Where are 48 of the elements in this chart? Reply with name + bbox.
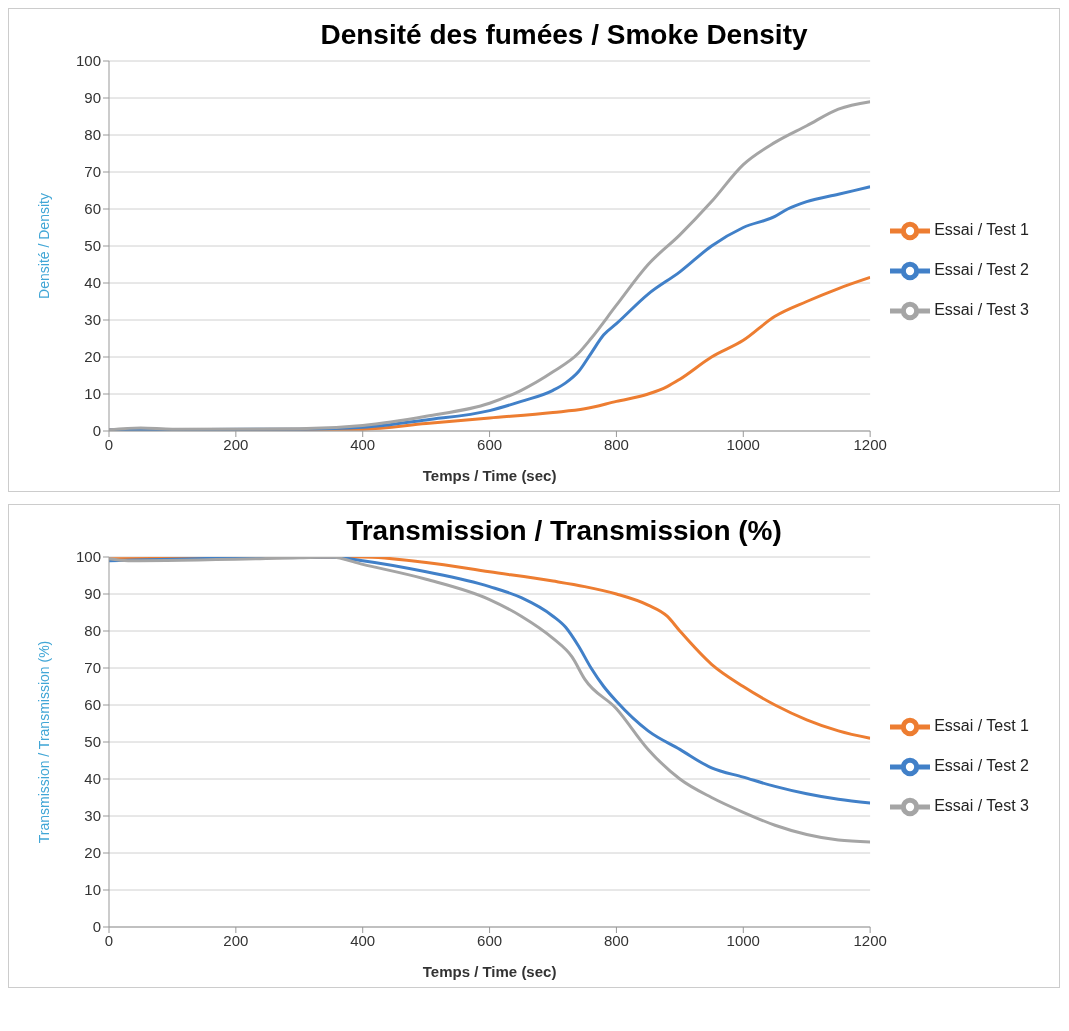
x-axis-title: Temps / Time (sec) <box>422 467 557 484</box>
x-tick-label: 200 <box>223 931 249 949</box>
y-tick-label: 70 <box>84 659 101 677</box>
y-tick-label: 80 <box>84 622 101 640</box>
chart-title: Transmission / Transmission (%) <box>345 514 783 547</box>
x-tick-label: 1000 <box>726 435 760 453</box>
y-tick-label: 0 <box>92 918 101 936</box>
x-tick-label: 200 <box>223 435 249 453</box>
y-tick-label: 10 <box>84 881 101 899</box>
y-tick-label: 20 <box>84 348 101 366</box>
x-tick-label: 600 <box>477 931 503 949</box>
y-tick-label: 50 <box>84 237 101 255</box>
x-tick-label: 800 <box>603 931 629 949</box>
x-tick-label: 1200 <box>853 435 887 453</box>
y-tick-label: 70 <box>84 163 101 181</box>
legend-label: Essai / Test 1 <box>934 717 1029 735</box>
y-tick-label: 10 <box>84 385 101 403</box>
chart-title: Densité des fumées / Smoke Density <box>319 18 809 51</box>
x-tick-label: 0 <box>104 435 114 453</box>
y-tick-label: 100 <box>75 52 101 70</box>
legend-label: Essai / Test 3 <box>934 301 1029 319</box>
y-tick-label: 60 <box>84 200 101 218</box>
y-tick-label: 40 <box>84 274 101 292</box>
x-tick-label: 400 <box>350 931 376 949</box>
legend-label: Essai / Test 2 <box>934 757 1029 775</box>
y-tick-label: 90 <box>84 585 101 603</box>
y-tick-label: 0 <box>92 422 101 440</box>
y-tick-label: 20 <box>84 844 101 862</box>
x-tick-label: 800 <box>603 435 629 453</box>
legend-label: Essai / Test 1 <box>934 221 1029 239</box>
x-tick-label: 1000 <box>726 931 760 949</box>
x-tick-label: 400 <box>350 435 376 453</box>
legend-label: Essai / Test 3 <box>934 797 1029 815</box>
x-tick-label: 600 <box>477 435 503 453</box>
y-tick-label: 80 <box>84 126 101 144</box>
y-tick-label: 60 <box>84 696 101 714</box>
y-tick-label: 90 <box>84 89 101 107</box>
x-axis-title: Temps / Time (sec) <box>422 963 557 980</box>
y-tick-label: 30 <box>84 311 101 329</box>
y-tick-label: 40 <box>84 770 101 788</box>
x-tick-label: 0 <box>104 931 114 949</box>
y-axis-title: Densité / Density <box>35 193 52 299</box>
y-tick-label: 30 <box>84 807 101 825</box>
legend-label: Essai / Test 2 <box>934 261 1029 279</box>
y-tick-label: 100 <box>75 548 101 566</box>
x-tick-label: 1200 <box>853 931 887 949</box>
y-tick-label: 50 <box>84 733 101 751</box>
y-axis-title: Transmission / Transmission (%) <box>35 640 52 844</box>
